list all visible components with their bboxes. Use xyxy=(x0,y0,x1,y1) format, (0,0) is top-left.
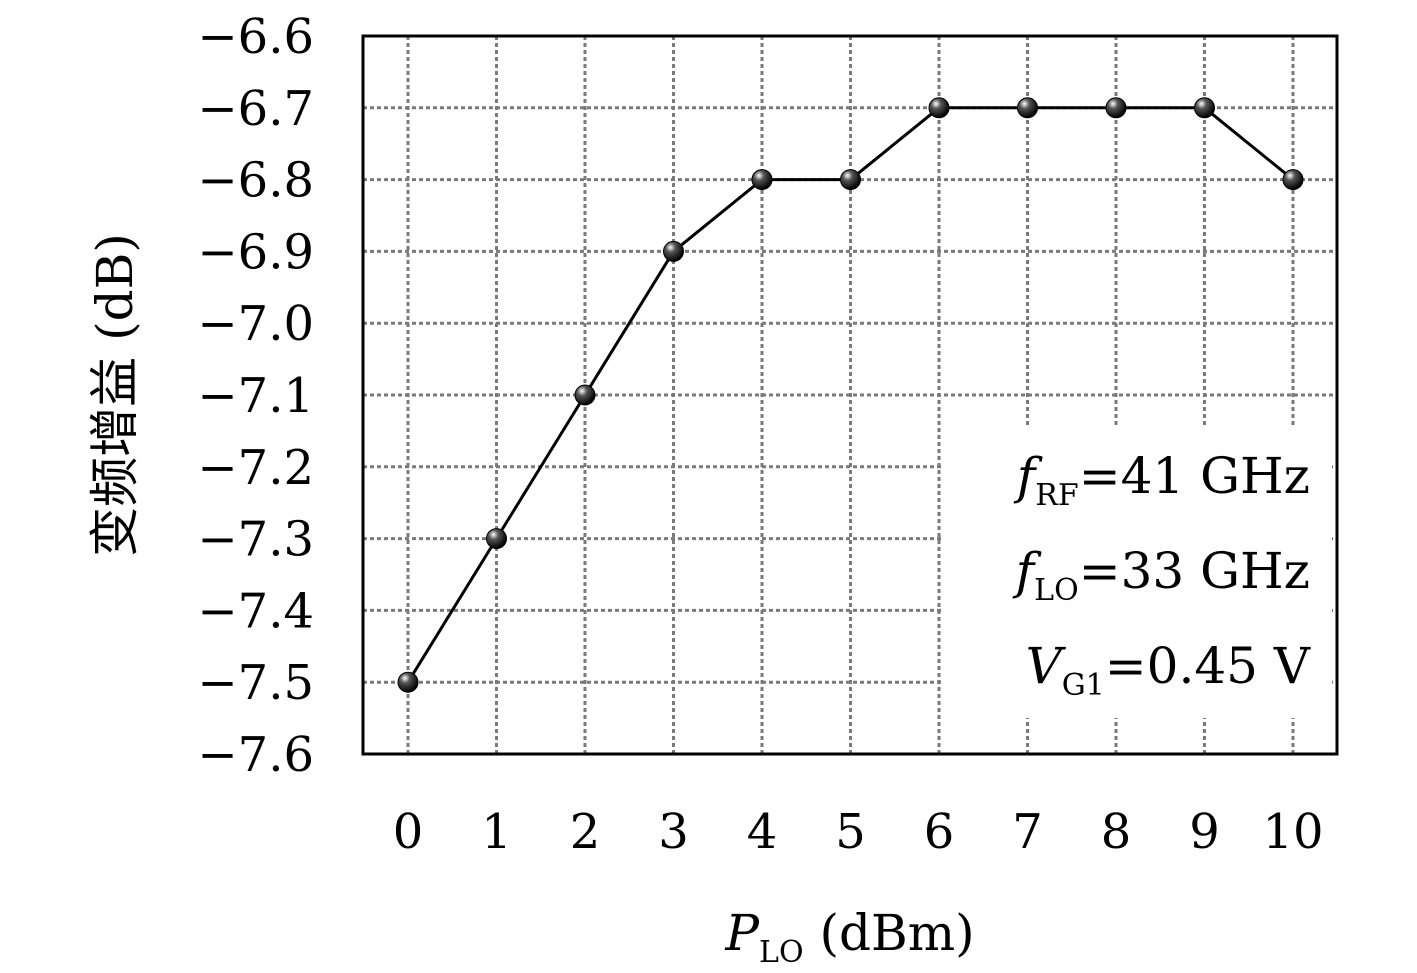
data-point xyxy=(928,97,950,119)
x-tick-label: 1 xyxy=(481,804,512,860)
x-tick-label: 9 xyxy=(1189,804,1220,860)
y-tick-label: −7.5 xyxy=(197,655,314,711)
x-tick-label: 4 xyxy=(747,804,778,860)
y-tick-label: −6.8 xyxy=(197,153,314,209)
data-point xyxy=(397,671,419,693)
data-point xyxy=(1017,97,1038,119)
annotation-background xyxy=(944,428,1332,718)
x-tick-label: 6 xyxy=(924,804,955,860)
x-tick-label: 10 xyxy=(1262,804,1323,860)
x-tick-label: 8 xyxy=(1101,804,1132,860)
x-tick-label: 7 xyxy=(1012,804,1043,860)
y-tick-label: −6.7 xyxy=(197,81,314,137)
plot-frame xyxy=(361,34,1339,756)
data-point xyxy=(574,384,596,406)
annotation-g1: VG1=0.45 V xyxy=(1026,637,1311,703)
data-point xyxy=(663,240,684,262)
x-axis-title-unit: (dBm) xyxy=(804,904,975,962)
y-tick-label: −7.3 xyxy=(197,512,314,568)
annotation-rf: fRF=41 GHz xyxy=(1013,447,1310,513)
x-tick-label: 2 xyxy=(570,804,601,860)
y-tick-label: −7.1 xyxy=(197,368,314,424)
y-tick-label: −6.6 xyxy=(197,9,314,65)
data-point xyxy=(1282,169,1304,191)
data-point xyxy=(1194,97,1215,119)
data-point xyxy=(751,169,773,191)
y-tick-label: −7.4 xyxy=(197,583,314,639)
x-axis-title-symbol: P xyxy=(724,904,760,962)
x-axis-title: PLO (dBm) xyxy=(724,904,974,970)
data-point xyxy=(840,169,861,191)
y-tick-labels: −6.6 −6.7 −6.8 −6.9 −7.0 −7.1 −7.2 −7.3 −7.4 −7.5… xyxy=(197,9,314,783)
series-group xyxy=(397,97,1304,693)
y-tick-label: −7.0 xyxy=(197,296,314,352)
x-tick-label: 5 xyxy=(835,804,866,860)
x-tick-label: 0 xyxy=(393,804,424,860)
y-tick-label: −7.2 xyxy=(197,440,314,496)
x-tick-label: 3 xyxy=(658,804,689,860)
data-point xyxy=(1105,97,1127,119)
x-tick-labels: 0 1 2 3 4 5 6 7 8 9 10 xyxy=(393,804,1324,860)
y-axis-title: 变频增益 (dB) xyxy=(86,233,144,557)
y-tick-label: −7.6 xyxy=(197,727,314,783)
y-tick-label: −6.9 xyxy=(197,224,314,280)
data-point xyxy=(486,528,507,550)
x-axis-title-subscript: LO xyxy=(759,935,804,970)
